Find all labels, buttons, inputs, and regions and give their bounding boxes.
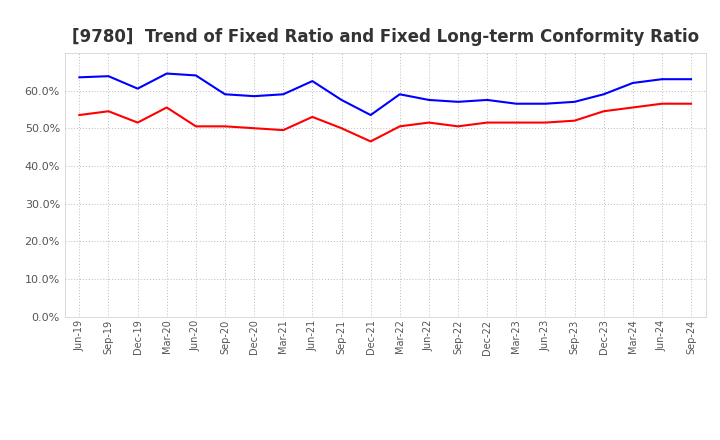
Fixed Long-term Conformity Ratio [657, 101, 666, 106]
Fixed Long-term Conformity Ratio [483, 120, 492, 125]
Fixed Ratio [570, 99, 579, 104]
Fixed Long-term Conformity Ratio [192, 124, 200, 129]
Fixed Ratio [629, 81, 637, 86]
Fixed Long-term Conformity Ratio [133, 120, 142, 125]
Fixed Ratio [104, 73, 113, 79]
Fixed Long-term Conformity Ratio [220, 124, 229, 129]
Fixed Ratio [483, 97, 492, 103]
Fixed Long-term Conformity Ratio [75, 112, 84, 117]
Line: Fixed Ratio: Fixed Ratio [79, 73, 691, 115]
Fixed Ratio [454, 99, 462, 104]
Fixed Long-term Conformity Ratio [570, 118, 579, 123]
Fixed Ratio [425, 97, 433, 103]
Fixed Ratio [541, 101, 550, 106]
Fixed Long-term Conformity Ratio [599, 109, 608, 114]
Fixed Ratio [75, 75, 84, 80]
Fixed Long-term Conformity Ratio [541, 120, 550, 125]
Fixed Long-term Conformity Ratio [308, 114, 317, 120]
Fixed Ratio [279, 92, 287, 97]
Fixed Long-term Conformity Ratio [629, 105, 637, 110]
Fixed Ratio [657, 77, 666, 82]
Fixed Long-term Conformity Ratio [104, 109, 113, 114]
Fixed Long-term Conformity Ratio [250, 125, 258, 131]
Fixed Ratio [395, 92, 404, 97]
Fixed Ratio [250, 94, 258, 99]
Fixed Ratio [512, 101, 521, 106]
Fixed Long-term Conformity Ratio [337, 125, 346, 131]
Fixed Ratio [133, 86, 142, 91]
Line: Fixed Long-term Conformity Ratio: Fixed Long-term Conformity Ratio [79, 104, 691, 141]
Fixed Long-term Conformity Ratio [425, 120, 433, 125]
Fixed Long-term Conformity Ratio [687, 101, 696, 106]
Fixed Long-term Conformity Ratio [454, 124, 462, 129]
Fixed Long-term Conformity Ratio [395, 124, 404, 129]
Fixed Ratio [220, 92, 229, 97]
Fixed Ratio [337, 97, 346, 103]
Fixed Long-term Conformity Ratio [163, 105, 171, 110]
Fixed Ratio [192, 73, 200, 78]
Fixed Ratio [366, 112, 375, 117]
Fixed Ratio [687, 77, 696, 82]
Title: [9780]  Trend of Fixed Ratio and Fixed Long-term Conformity Ratio: [9780] Trend of Fixed Ratio and Fixed Lo… [71, 28, 699, 46]
Fixed Ratio [163, 71, 171, 76]
Fixed Ratio [599, 92, 608, 97]
Fixed Ratio [308, 78, 317, 84]
Fixed Long-term Conformity Ratio [366, 139, 375, 144]
Fixed Long-term Conformity Ratio [512, 120, 521, 125]
Fixed Long-term Conformity Ratio [279, 128, 287, 133]
